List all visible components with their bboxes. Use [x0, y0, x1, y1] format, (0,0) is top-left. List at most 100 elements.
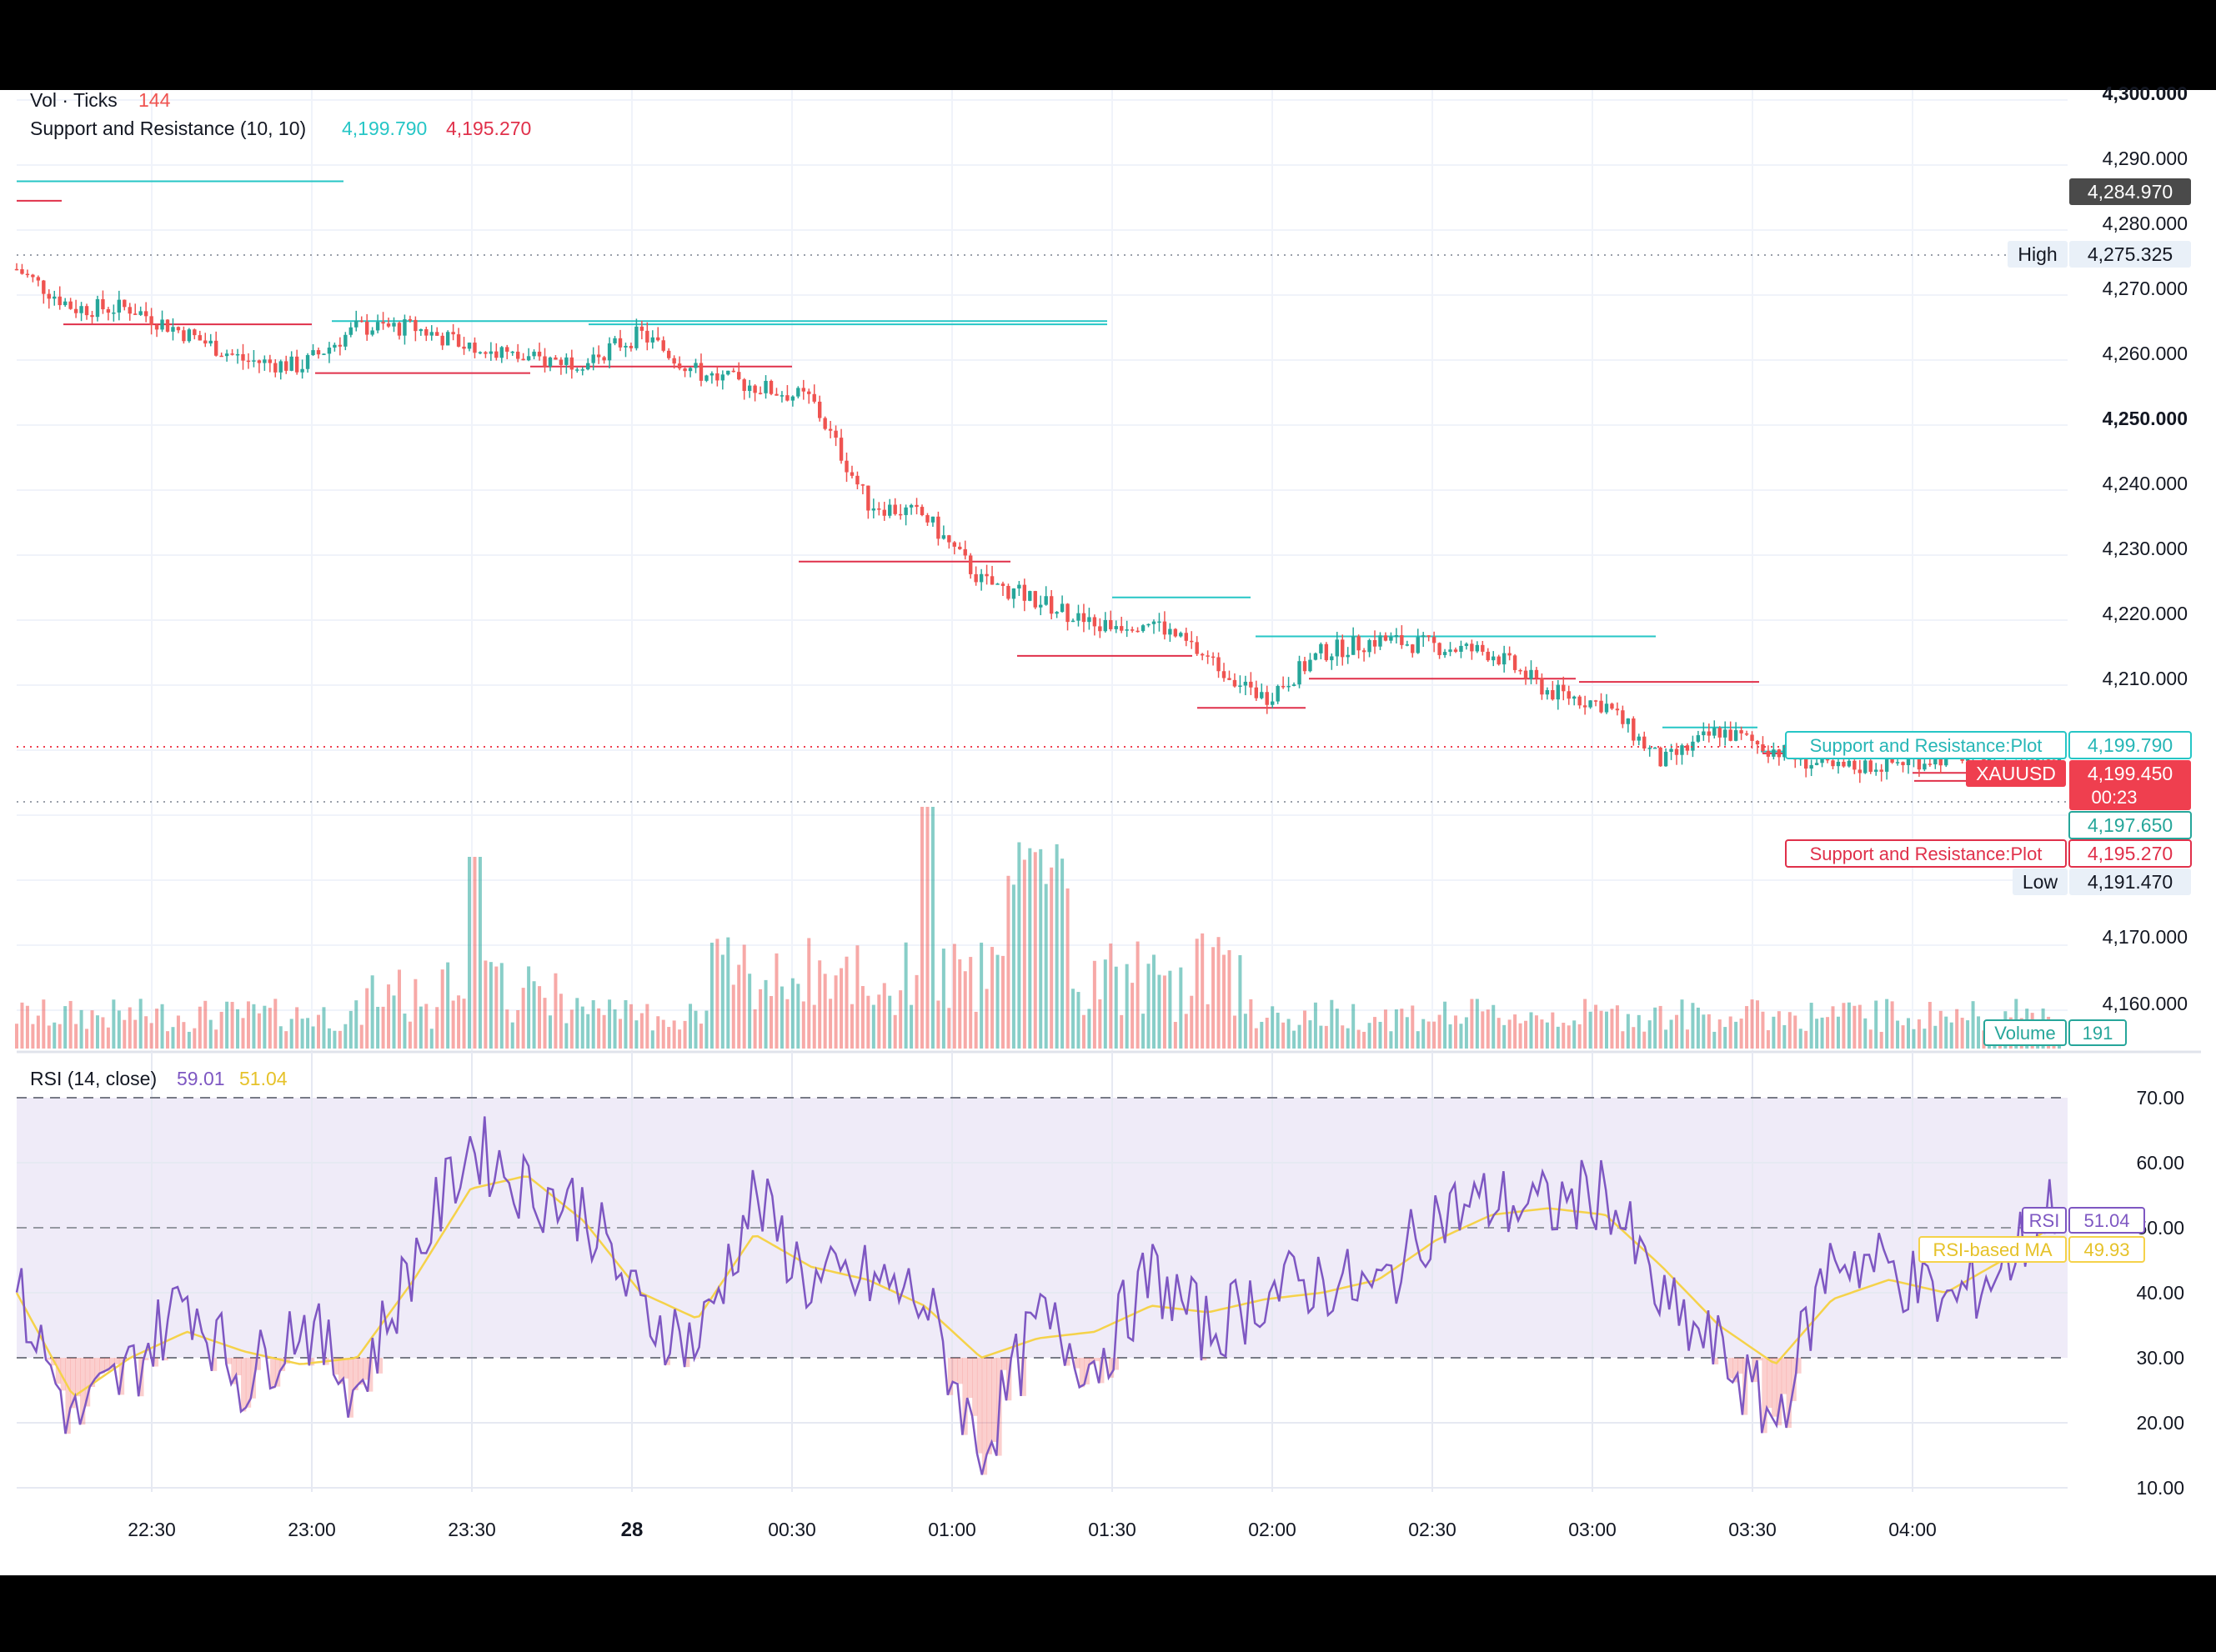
- candle-body: [1335, 639, 1339, 657]
- candle-body: [1297, 661, 1301, 685]
- rsi-legend-value: 59.01: [177, 1068, 225, 1089]
- rsi-tag-label-text: RSI: [2029, 1210, 2060, 1231]
- candle-body: [554, 357, 558, 360]
- candle-body: [1632, 718, 1636, 741]
- volume-bar: [742, 944, 746, 1049]
- candle-body: [1130, 629, 1135, 631]
- sr-upper-plot-label: [1785, 731, 2067, 759]
- volume-bar: [1405, 1017, 1409, 1049]
- volume-bar: [1271, 1006, 1275, 1049]
- volume-bar: [1060, 859, 1065, 1049]
- candle-body: [268, 359, 273, 363]
- low-label-tag: [2013, 869, 2068, 895]
- volume-bar: [1847, 1002, 1851, 1049]
- candle-body: [904, 507, 908, 515]
- candle-body: [1712, 728, 1717, 736]
- volume-bar: [1286, 1019, 1291, 1049]
- rsi-tag-label: [2022, 1207, 2067, 1234]
- volume-bar: [1642, 1031, 1647, 1049]
- rsi-oversold-slice: [1712, 1358, 1719, 1364]
- volume-bar: [1411, 1005, 1415, 1049]
- candle-body: [1319, 643, 1323, 653]
- price-axis[interactable]: 4,300.000 4,290.000 4,280.000 4,270.000 …: [1785, 83, 2192, 1046]
- rsi-axis[interactable]: 70.00 60.00 50.00 40.00 30.00 20.00 10.0…: [1918, 1087, 2184, 1499]
- volume-bar: [123, 1019, 127, 1049]
- candle-body: [1308, 659, 1312, 672]
- volume-bar: [538, 986, 542, 1049]
- volume-bar: [1324, 1025, 1328, 1049]
- volume-bar: [715, 939, 719, 1049]
- candle-body: [747, 385, 752, 392]
- rsi-oversold-slice: [65, 1358, 71, 1434]
- rsi-pane[interactable]: [15, 1052, 2068, 1492]
- rsi-oversold-slice: [113, 1358, 120, 1364]
- volume-bar: [278, 1026, 283, 1049]
- volume-bar: [1297, 1024, 1301, 1049]
- rsi-ma-tag-label: [1918, 1236, 2067, 1263]
- candle-body: [1572, 696, 1577, 699]
- candle-body: [1361, 650, 1366, 653]
- candle-body: [1184, 633, 1188, 641]
- candle-body: [780, 395, 785, 397]
- candle-body: [1540, 678, 1544, 695]
- candle-body: [888, 504, 892, 516]
- volume-bar: [667, 1027, 671, 1049]
- volume-bar: [726, 937, 730, 1049]
- candle-body: [1221, 671, 1226, 678]
- candle-body: [467, 343, 472, 349]
- candle-body: [138, 311, 143, 315]
- volume-bar: [1610, 1009, 1614, 1049]
- time-tick: 22:30: [128, 1519, 176, 1540]
- rsi-oversold-slice: [60, 1358, 66, 1391]
- price-tick: 4,220.000: [2103, 603, 2188, 624]
- volume-bar: [1745, 1006, 1749, 1049]
- candle-body: [1733, 730, 1738, 741]
- candle-body: [408, 319, 413, 321]
- volume-bar: [1022, 859, 1026, 1049]
- candle-body: [1523, 670, 1528, 679]
- candle-body: [462, 346, 466, 349]
- candle-body: [160, 319, 164, 330]
- candle-body: [1028, 591, 1032, 601]
- candle-body: [246, 360, 251, 363]
- candle-body: [1858, 769, 1863, 773]
- candle-body: [672, 358, 676, 364]
- volume-bar: [1761, 1011, 1765, 1049]
- volume-bar: [980, 942, 984, 1049]
- candle-body: [974, 573, 978, 583]
- candle-body: [343, 334, 348, 347]
- volume-bar: [429, 1029, 434, 1049]
- price-pane[interactable]: [14, 90, 2068, 1052]
- rsi-oversold-slice: [279, 1358, 286, 1371]
- volume-bar: [860, 986, 865, 1049]
- candle-body: [1814, 763, 1819, 765]
- time-axis[interactable]: 22:30 23:00 23:30 28 00:30 01:00 01:30 0…: [128, 1519, 1937, 1541]
- candle-body: [618, 338, 623, 348]
- rsi-oversold-slice: [1020, 1358, 1026, 1396]
- volume-bar: [42, 999, 46, 1049]
- candle-body: [42, 280, 46, 294]
- volume-bar: [619, 1019, 623, 1049]
- volume-bar: [440, 969, 444, 1049]
- candle-body: [273, 363, 278, 373]
- candle-body: [715, 373, 719, 381]
- volume-bar: [1168, 970, 1172, 1049]
- volume-bar: [1604, 1011, 1608, 1049]
- volume-bar: [689, 1004, 693, 1049]
- candle-body: [171, 327, 175, 332]
- volume-bar: [1383, 1009, 1387, 1049]
- rsi-oversold-slice: [211, 1358, 218, 1371]
- volume-bar: [1944, 1016, 1948, 1049]
- volume-bar: [1227, 949, 1231, 1049]
- volume-bar: [1313, 1002, 1317, 1049]
- candle-body: [187, 329, 192, 342]
- volume-bar: [1949, 1022, 1953, 1049]
- volume-bar: [85, 1029, 89, 1049]
- volume-bar: [1378, 1021, 1382, 1049]
- volume-bar: [1971, 1001, 1975, 1049]
- volume-bar: [1346, 1028, 1350, 1049]
- candle-body: [414, 319, 418, 332]
- rsi-ma-line: [15, 1175, 2060, 1397]
- volume-bar: [888, 995, 892, 1049]
